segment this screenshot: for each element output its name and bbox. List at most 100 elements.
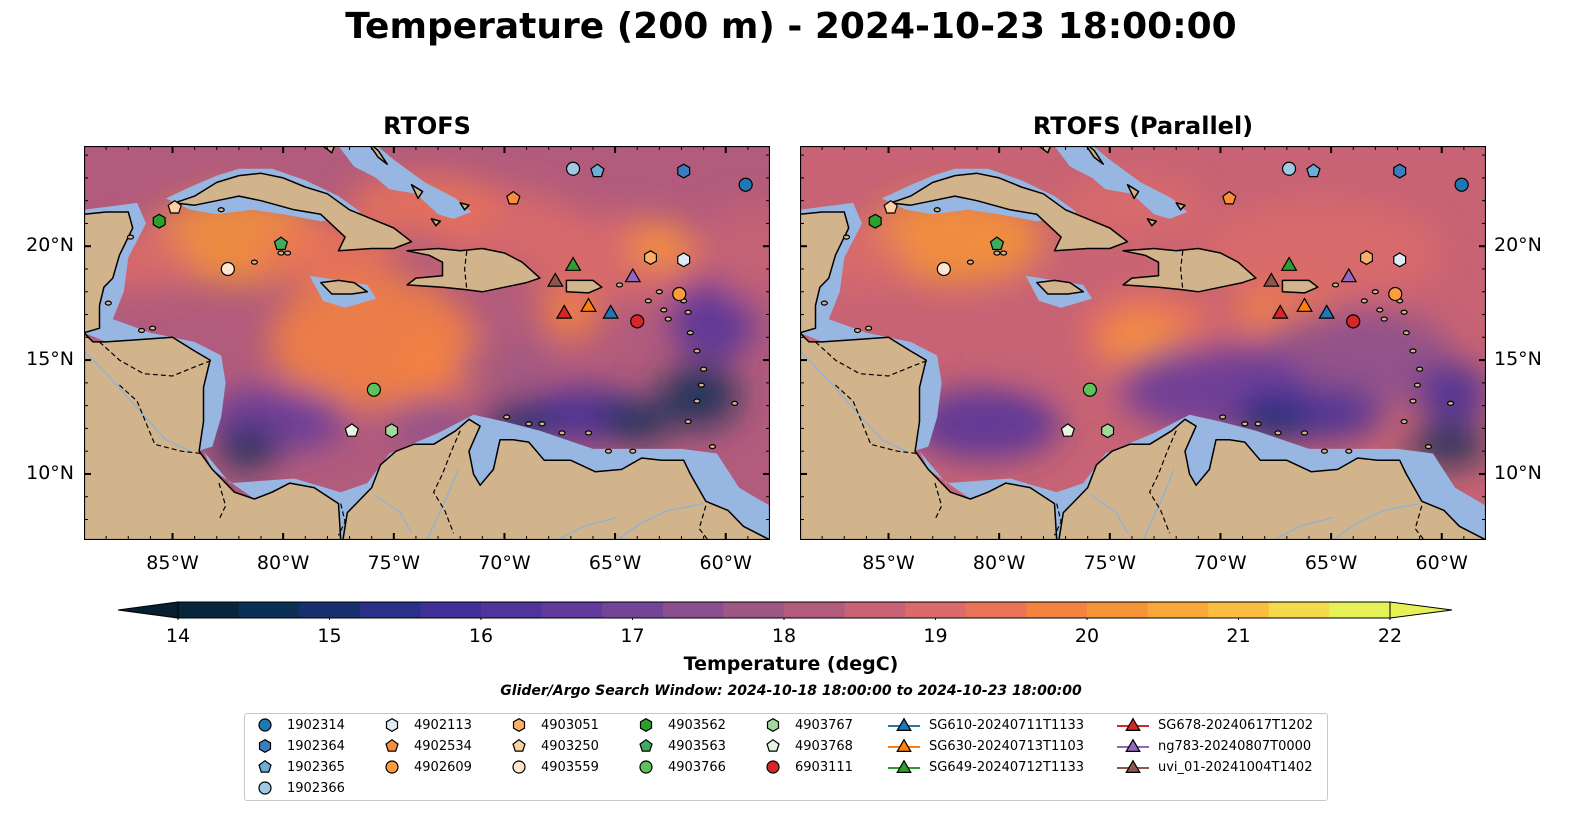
- axis-ticks: [84, 146, 770, 540]
- colorbar-tick-label: 18: [771, 625, 797, 647]
- small-island: [1402, 330, 1410, 336]
- legend-label: SG610-20240711T1133: [929, 717, 1085, 733]
- colorbar-segment: [844, 602, 906, 618]
- lon-tick-label: 60°W: [699, 552, 752, 574]
- legend-marker-icon: [1117, 759, 1149, 773]
- legend-label: uvi_01-20241004T1402: [1158, 759, 1313, 775]
- small-island: [558, 430, 566, 436]
- legend-label: 4903766: [668, 759, 726, 775]
- marker-4902113: [1393, 252, 1407, 268]
- land-bahamas-1: [1038, 146, 1052, 154]
- colorbar-tick-label: 22: [1377, 625, 1403, 647]
- legend-item: 4903766: [636, 757, 726, 777]
- small-island: [730, 400, 739, 406]
- marker-4903768: [766, 738, 780, 752]
- marker-SG630-20240713T1103: [896, 738, 912, 752]
- small-island: [660, 307, 668, 313]
- legend-marker-icon: [385, 760, 399, 774]
- colorbar-extend-high: [1389, 601, 1452, 619]
- legend-item: ng783-20240807T0000: [1116, 736, 1311, 756]
- legend-label: 4903563: [668, 738, 726, 754]
- small-island: [584, 430, 593, 436]
- figure-title: Temperature (200 m) - 2024-10-23 18:00:0…: [345, 6, 1237, 47]
- legend-label: SG649-20240712T1133: [929, 759, 1085, 775]
- small-island: [664, 316, 672, 322]
- marker-4903559: [512, 760, 526, 774]
- marker-4903767: [766, 718, 780, 732]
- small-island: [1376, 307, 1384, 313]
- river: [373, 493, 413, 534]
- small-island: [1446, 400, 1455, 406]
- small-island: [684, 309, 692, 315]
- colorbar-segment: [420, 602, 482, 618]
- land-yucatan: [800, 211, 850, 334]
- land-south-america: [342, 418, 770, 540]
- river: [1273, 516, 1334, 540]
- small-island: [1274, 430, 1282, 436]
- colorbar-segment: [723, 602, 785, 618]
- colorbar-segment: [238, 602, 300, 618]
- small-island: [999, 250, 1008, 256]
- legend-marker-icon: [888, 717, 920, 731]
- lon-tick-label: 85°W: [146, 552, 199, 574]
- marker-ng783-20240807T0000: [1125, 738, 1141, 752]
- marker-4902609: [1388, 286, 1403, 302]
- legend-marker-icon: [888, 759, 920, 773]
- small-island: [842, 234, 851, 240]
- legend-item: 4903562: [636, 715, 726, 735]
- land-turks: [1175, 202, 1186, 211]
- marker-uvi_01-20241004T1402: [546, 272, 564, 287]
- colorbar-segment: [481, 602, 543, 618]
- marker-4903250: [167, 199, 182, 214]
- small-island: [693, 348, 701, 354]
- legend-item: 4903767: [763, 715, 853, 735]
- marker-4902609: [385, 760, 399, 774]
- legend-label: 4903559: [541, 759, 599, 775]
- legend-label: 4902609: [414, 759, 472, 775]
- legend-marker-icon: [639, 718, 653, 732]
- legend-label: 1902365: [287, 759, 345, 775]
- marker-4903768: [344, 423, 360, 437]
- map-frame: [800, 146, 1486, 540]
- legend-marker-icon: [1117, 738, 1149, 752]
- map-panel-rtofs-parallel: [800, 146, 1486, 540]
- legend-item: 4903563: [636, 736, 726, 756]
- colorbar-segment: [905, 602, 967, 618]
- lat-tick-label: 20°N: [1494, 234, 1542, 257]
- lon-tick-label: 75°W: [1083, 552, 1137, 574]
- small-island: [137, 327, 146, 334]
- legend-marker-icon: [639, 760, 653, 774]
- small-island: [1219, 414, 1227, 420]
- legend-label: 1902364: [287, 738, 345, 754]
- small-island: [525, 421, 533, 427]
- axis-ticks: [800, 146, 1486, 540]
- small-island: [1254, 421, 1262, 427]
- marker-uvi_01-20241004T1402: [1125, 759, 1141, 773]
- panel-title-rtofs-parallel: RTOFS (Parallel): [1032, 112, 1254, 140]
- river: [557, 516, 618, 540]
- small-island: [1300, 430, 1309, 436]
- lat-tick-label: 20°N: [26, 234, 74, 257]
- colorbar-label: Temperature (degC): [683, 653, 899, 675]
- lon-tick-label: 65°W: [588, 552, 642, 574]
- colorbar-segment: [965, 602, 1027, 618]
- legend-marker-icon: [1117, 717, 1149, 731]
- small-island: [966, 259, 974, 265]
- country-border: [1414, 505, 1425, 540]
- small-island: [615, 282, 624, 288]
- small-island: [684, 418, 692, 425]
- country-border: [834, 384, 918, 455]
- marker-SG678-20240617T1202: [1271, 304, 1289, 319]
- legend-marker-icon: [766, 738, 780, 752]
- small-island: [708, 444, 717, 450]
- marker-1902314: [258, 718, 272, 732]
- small-island: [126, 234, 135, 240]
- land-puerto-rico: [1281, 279, 1319, 294]
- marker-4903562: [868, 213, 882, 229]
- marker-1902366: [1281, 161, 1297, 176]
- legend-label: SG630-20240713T1103: [929, 738, 1085, 754]
- small-island: [1345, 448, 1353, 454]
- marker-SG610-20240711T1133: [896, 717, 912, 731]
- small-island: [1360, 298, 1368, 304]
- country-border: [432, 430, 461, 534]
